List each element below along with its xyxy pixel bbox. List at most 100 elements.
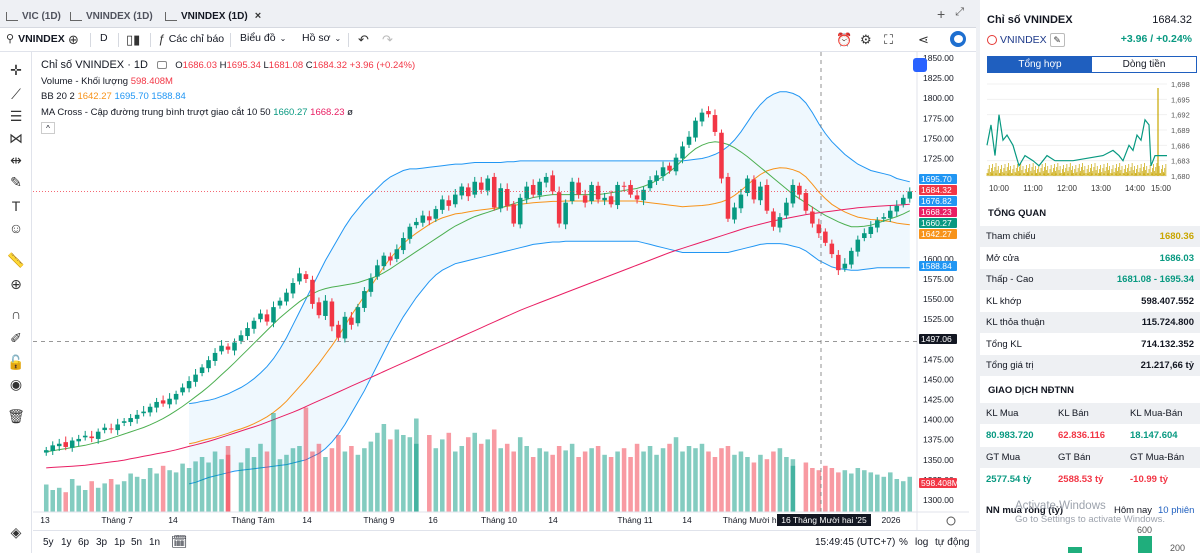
- profile-dropdown[interactable]: Hồ sơ ⌄: [302, 32, 341, 44]
- candle-body: [375, 265, 380, 277]
- range-1p[interactable]: 1p: [114, 537, 126, 548]
- volume-bar: [199, 457, 205, 512]
- candle-body: [303, 274, 309, 279]
- range-5y[interactable]: 5y: [43, 537, 54, 548]
- drawing-toolbar: ✛ ⟋ ☰ ⋈ ⇹ ✎ T ☺ 📏 ⊕ ∩ ✐ 🔓 ◉ 🗑 ◈: [0, 52, 32, 553]
- tab-money-flow[interactable]: Dòng tiền: [1122, 59, 1166, 70]
- axis-settings-icon[interactable]: [946, 516, 956, 526]
- main-chart[interactable]: 1850.00 1825.00 1800.00 1775.00 1750.00 1725.…: [33, 52, 969, 530]
- lock-drawing-icon[interactable]: ✐: [10, 330, 22, 346]
- visibility-icon[interactable]: [156, 61, 167, 70]
- volume-bar: [647, 446, 653, 512]
- volume-bar: [550, 454, 555, 512]
- ntnn-value: 80.983.720: [986, 430, 1034, 441]
- share-button[interactable]: ⋖: [918, 32, 929, 48]
- publish-button[interactable]: [950, 31, 966, 47]
- trash-icon[interactable]: 🗑: [7, 408, 25, 424]
- range-5n[interactable]: 5n: [131, 537, 143, 548]
- mini-x-tick: 10:00: [989, 184, 1010, 193]
- panel-price: 1684.32: [1152, 14, 1192, 26]
- range-1y[interactable]: 1y: [61, 537, 72, 548]
- candle-body: [167, 398, 172, 405]
- tab-vnindex-1[interactable]: VNINDEX (1D): [70, 6, 153, 26]
- bb-basis: 1642.27: [77, 91, 112, 102]
- volume-bar: [875, 474, 880, 512]
- price-tick: 1425.00: [923, 395, 954, 405]
- symbol-search[interactable]: ⚲ VNINDEX: [6, 32, 65, 46]
- text-icon[interactable]: T: [11, 198, 21, 214]
- measure-icon[interactable]: ⇹: [10, 152, 22, 168]
- volume-bar: [810, 468, 815, 512]
- settings-button[interactable]: ⚙: [860, 32, 872, 48]
- range-6p[interactable]: 6p: [78, 537, 90, 548]
- percent-toggle[interactable]: %: [899, 537, 908, 548]
- collapse-legend-button[interactable]: ^: [41, 122, 55, 134]
- price-tick: 1575.00: [923, 274, 954, 284]
- volume-bar: [563, 450, 568, 512]
- candle-body: [823, 231, 828, 243]
- price-tag: [919, 174, 957, 184]
- chart-type-dropdown[interactable]: Biểu đồ ⌄: [240, 32, 286, 44]
- lock-icon[interactable]: 🔓: [7, 354, 25, 370]
- close-icon[interactable]: ×: [254, 10, 262, 22]
- volume-bar: [453, 451, 458, 512]
- interval-button[interactable]: D: [100, 32, 108, 44]
- pattern-icon[interactable]: ⋈: [9, 130, 23, 146]
- log-toggle[interactable]: log: [915, 537, 929, 548]
- brush-icon[interactable]: ✎: [10, 174, 22, 190]
- layers-icon[interactable]: ◈: [10, 524, 22, 540]
- compare-button[interactable]: ⊕: [68, 32, 79, 48]
- nn-sessions[interactable]: 10 phiên: [1158, 505, 1195, 516]
- fib-icon[interactable]: ☰: [9, 108, 23, 124]
- candle-body: [699, 112, 705, 122]
- range-3p[interactable]: 3p: [96, 537, 108, 548]
- volume-value: 598.408M: [130, 75, 173, 87]
- volume-bar: [375, 432, 380, 512]
- tab-summary[interactable]: Tổng hợp: [988, 57, 1092, 72]
- alert-button[interactable]: ⏰: [836, 32, 852, 48]
- volume-bar: [427, 435, 432, 512]
- panel-symbol[interactable]: VNINDEX ✎: [987, 33, 1065, 47]
- range-1n[interactable]: 1n: [149, 537, 161, 548]
- overview-label: Tham chiếu: [986, 231, 1036, 242]
- volume-bar: [69, 479, 75, 512]
- crosshair-icon[interactable]: ✛: [10, 62, 22, 78]
- ruler-icon[interactable]: 📏: [7, 252, 25, 268]
- fullscreen-button[interactable]: ⛶: [884, 32, 893, 48]
- nn-bar: [1138, 536, 1152, 553]
- candle-body: [420, 215, 426, 223]
- candle-type-button[interactable]: ▯▮: [126, 32, 140, 48]
- indicators-button[interactable]: ƒ Các chỉ báo: [158, 32, 224, 46]
- candle-body: [388, 256, 393, 261]
- auto-toggle[interactable]: tự động: [935, 537, 970, 548]
- price-tag-label: 1588.84: [921, 261, 952, 271]
- calendar-icon[interactable]: 🗓: [171, 534, 188, 549]
- time-tick: Tháng 10: [481, 515, 517, 525]
- candle-body: [355, 307, 361, 324]
- ohlc-low: L1681.08: [263, 60, 304, 71]
- tab-vic[interactable]: VIC (1D): [6, 6, 61, 26]
- edit-icon[interactable]: ✎: [1049, 33, 1065, 47]
- undo-button[interactable]: ↶: [358, 32, 369, 48]
- divider: [90, 33, 91, 47]
- candle-body: [316, 302, 322, 316]
- add-tab-icon[interactable]: +: [937, 6, 946, 22]
- chart-action-button[interactable]: [913, 58, 927, 72]
- nn-today[interactable]: Hôm nay: [1114, 505, 1153, 516]
- candle-body: [543, 176, 549, 183]
- ntnn-values-row-1: 80.983.720 62.836.116 18.147.604: [980, 425, 1200, 446]
- volume-bar: [95, 487, 101, 512]
- ntnn-value: 2588.53 tỷ: [1058, 474, 1104, 485]
- volume-bar: [173, 472, 179, 512]
- emoji-icon[interactable]: ☺: [8, 220, 24, 236]
- redo-button[interactable]: ↷: [382, 32, 393, 48]
- zoom-in-icon[interactable]: ⊕: [10, 276, 22, 292]
- candle-body: [816, 224, 822, 234]
- expand-icon[interactable]: ⤢: [955, 6, 964, 18]
- trendline-icon[interactable]: ⟋: [11, 86, 21, 102]
- tab-vnindex-active[interactable]: VNINDEX (1D) ×: [165, 6, 262, 30]
- price-tag: [919, 207, 957, 217]
- magnet-icon[interactable]: ∩: [10, 306, 22, 322]
- price-chart-svg[interactable]: 1850.00 1825.00 1800.00 1775.00 1750.00 1725.…: [33, 52, 969, 530]
- eye-icon[interactable]: ◉: [9, 376, 23, 392]
